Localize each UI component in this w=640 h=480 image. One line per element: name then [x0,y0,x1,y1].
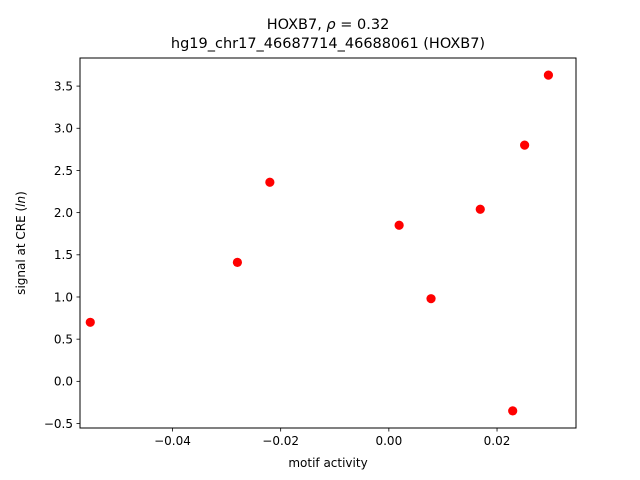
plot-area-frame [79,57,577,429]
x-tick-label: −0.04 [154,434,191,448]
data-point [475,204,485,214]
scatter-points [85,70,554,416]
x-tick-label: 0.02 [484,434,511,448]
data-point [394,220,404,230]
y-tick-label: 3.5 [54,79,73,93]
data-point [426,294,436,304]
y-tick-label: 2.5 [54,164,73,178]
chart-title-line1: HOXB7, ρ = 0.32 [267,17,390,33]
x-axis-ticks: −0.04 −0.02 0.00 0.02 [154,428,510,448]
y-tick-label: 0.0 [54,375,73,389]
x-tick-label: −0.02 [262,434,299,448]
x-tick-label: 0.00 [375,434,402,448]
y-axis-ticks: −0.5 0.0 0.5 1.0 1.5 2.0 2.5 3.0 3.5 [44,79,80,431]
y-tick-label: 3.0 [54,122,73,136]
data-point [520,140,530,150]
data-point [265,177,275,187]
y-tick-label: 2.0 [54,206,73,220]
chart-title-line2: hg19_chr17_46687714_46688061 (HOXB7) [171,36,485,52]
y-tick-label: 0.5 [54,332,73,346]
data-point [85,317,95,327]
data-point [232,257,243,268]
y-axis-label: signal at CRE (ln) [14,191,28,295]
y-tick-label: 1.0 [54,290,73,304]
y-tick-label: −0.5 [44,417,73,431]
y-tick-label: 1.5 [54,248,73,262]
data-point [543,70,554,80]
data-point [508,406,518,416]
x-axis-label: motif activity [288,456,367,470]
